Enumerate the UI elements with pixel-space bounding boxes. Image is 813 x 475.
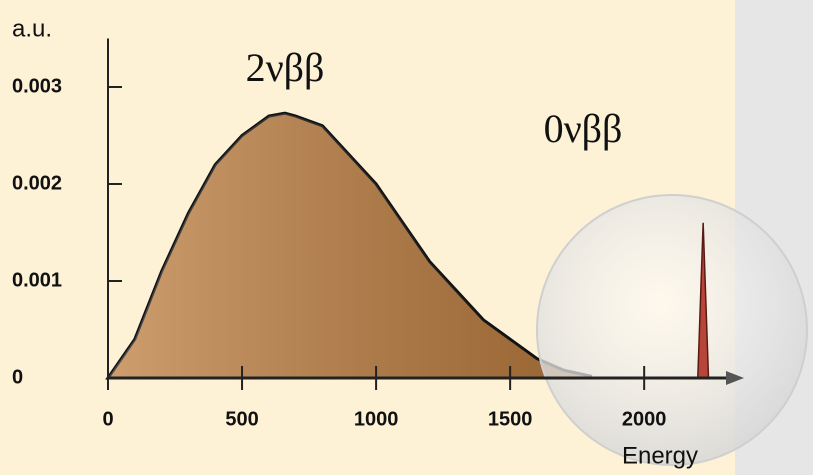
x-tick-label: 1500 <box>488 408 533 430</box>
x-tick-label: 500 <box>225 408 258 430</box>
y-tick-label: 0.001 <box>12 269 62 291</box>
x-tick-label: 0 <box>102 408 113 430</box>
y-tick-label: 0 <box>12 366 23 388</box>
series-label: 2νββ <box>246 45 325 90</box>
x-tick-label: 1000 <box>354 408 399 430</box>
y-axis-label: a.u. <box>12 15 52 42</box>
x-tick-label: 2000 <box>622 408 667 430</box>
magnifier <box>537 195 807 465</box>
y-tick-label: 0.003 <box>12 75 62 97</box>
x-axis-label: Energy <box>622 442 698 469</box>
series-label: 0νββ <box>544 106 623 151</box>
y-tick-label: 0.002 <box>12 172 62 194</box>
chart: 0 0.001 0.002 0.003 0 500 1000 1500 2000 2νββ 0νββ… <box>0 0 813 475</box>
